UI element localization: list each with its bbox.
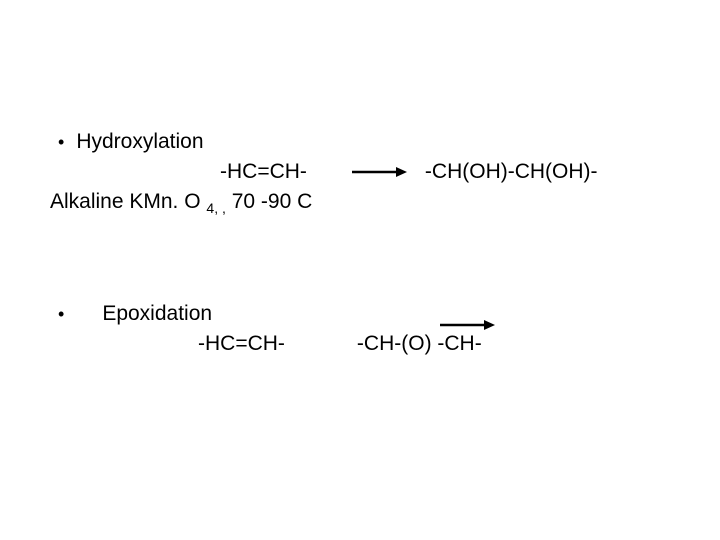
hydroxylation-reaction: -HC=CH- -CH(OH)-CH(OH)- bbox=[50, 160, 720, 184]
bullet-icon: • bbox=[58, 132, 64, 153]
conditions-subscript: 4, , bbox=[206, 200, 225, 216]
slide-content: • Hydroxylation -HC=CH- -CH(OH)-CH(OH)- … bbox=[0, 0, 720, 356]
epoxidation-reactant: -HC=CH- bbox=[198, 332, 285, 356]
arrow-icon bbox=[440, 318, 495, 332]
hydroxylation-product: -CH(OH)-CH(OH)- bbox=[425, 160, 598, 184]
epoxidation-heading: • Epoxidation bbox=[50, 302, 720, 326]
epoxidation-reaction: -HC=CH- -CH-(O) -CH- bbox=[50, 332, 720, 356]
bullet-icon: • bbox=[58, 304, 64, 325]
arrow-icon bbox=[352, 165, 407, 179]
hydroxylation-conditions: Alkaline KMn. O 4, , 70 -90 C bbox=[50, 190, 720, 216]
epoxidation-title: Epoxidation bbox=[102, 302, 212, 326]
epoxidation-product: -CH-(O) -CH- bbox=[357, 332, 482, 356]
conditions-prefix: Alkaline KMn. O bbox=[50, 190, 206, 213]
hydroxylation-title: Hydroxylation bbox=[76, 130, 203, 154]
hydroxylation-heading: • Hydroxylation bbox=[50, 130, 720, 154]
conditions-suffix: 70 -90 C bbox=[226, 190, 312, 213]
hydroxylation-reactant: -HC=CH- bbox=[220, 160, 307, 184]
spacer bbox=[50, 222, 720, 302]
